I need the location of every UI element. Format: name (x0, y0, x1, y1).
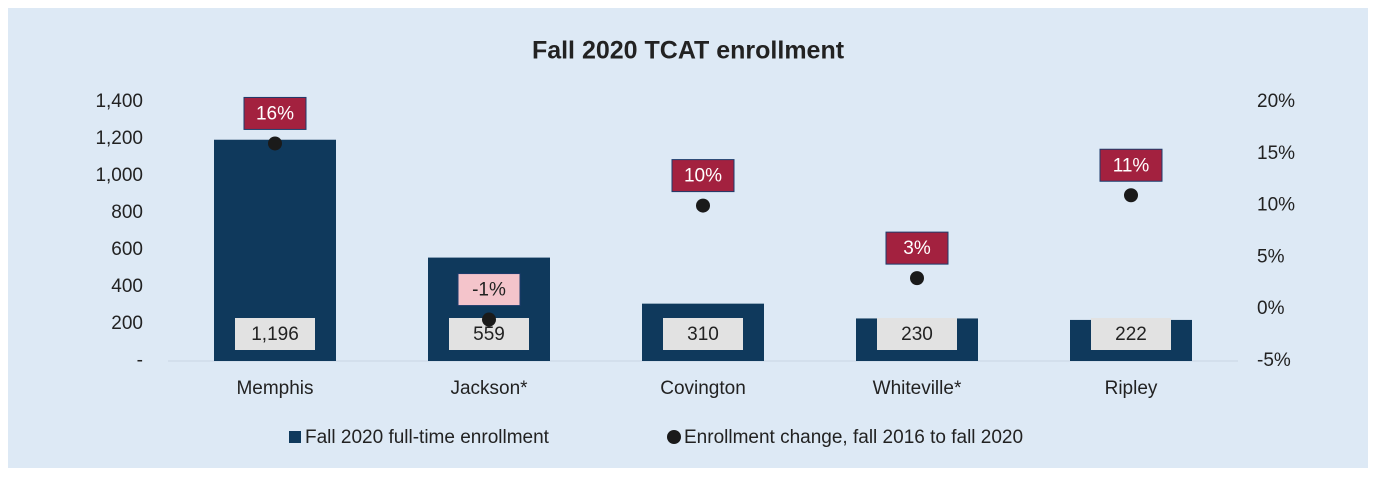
x-tick-label: Jackson* (450, 378, 528, 399)
data-label-box (1099, 148, 1163, 182)
dot (910, 271, 924, 286)
data-label: 1,196 (251, 324, 299, 345)
legend-label: Enrollment change, fall 2016 to fall 202… (684, 427, 1023, 448)
y-tick-label: 1,400 (95, 91, 143, 112)
data-label: 230 (901, 324, 933, 345)
y-tick-label: 600 (111, 239, 143, 260)
y-tick-label: 200 (111, 313, 143, 334)
y-tick-label: 1,000 (95, 165, 143, 186)
data-label: 310 (687, 324, 719, 345)
y2-tick-label: 10% (1257, 195, 1295, 216)
chart-title: Fall 2020 TCAT enrollment (532, 37, 845, 65)
dot (268, 136, 282, 151)
data-label: 11% (1113, 155, 1150, 176)
y2-tick-label: 15% (1257, 143, 1295, 164)
y-tick-label: 800 (111, 202, 143, 223)
data-label-box (663, 318, 743, 350)
data-label-box (671, 159, 735, 193)
x-tick-label: Ripley (1105, 378, 1158, 399)
dot (696, 198, 710, 213)
y2-tick-label: 20% (1257, 91, 1295, 112)
y2-tick-label: 5% (1257, 246, 1285, 267)
data-label: 10% (684, 166, 722, 187)
data-label-box (1091, 318, 1171, 350)
data-label-box (235, 318, 315, 350)
legend-label: Fall 2020 full-time enrollment (305, 427, 550, 448)
dot (482, 312, 496, 327)
x-tick-label: Whiteville* (873, 378, 962, 399)
data-label-box (243, 96, 307, 130)
y-tick-label: - (137, 350, 143, 371)
data-label: 3% (903, 238, 931, 259)
data-label-box (885, 231, 949, 265)
x-tick-label: Memphis (236, 378, 313, 399)
x-tick-label: Covington (660, 378, 746, 399)
data-label-box (457, 273, 521, 307)
data-label: 16% (256, 103, 294, 124)
y2-tick-label: -5% (1257, 350, 1291, 371)
legend-swatch (667, 430, 681, 444)
y2-tick-label: 0% (1257, 298, 1285, 319)
data-label: 559 (473, 324, 505, 345)
data-label: 222 (1115, 324, 1147, 345)
legend-swatch (289, 431, 301, 443)
data-label: -1% (472, 280, 506, 301)
data-label-box (877, 318, 957, 350)
y-tick-label: 400 (111, 276, 143, 297)
dot (1124, 188, 1138, 203)
y-tick-label: 1,200 (95, 128, 143, 149)
